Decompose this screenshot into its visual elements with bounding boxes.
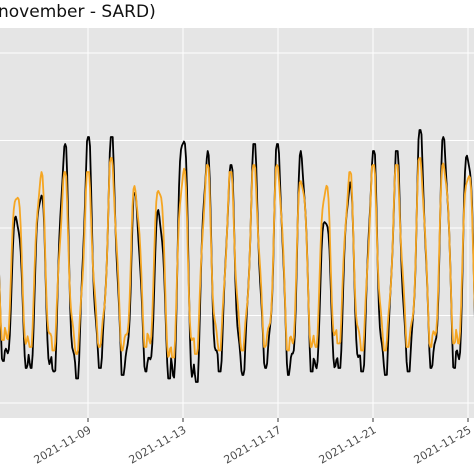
- x-axis-ticks: 2021-11-052021-11-092021-11-132021-11-17…: [32, 418, 474, 467]
- x-tick-label-3: 2021-11-17: [222, 423, 284, 466]
- x-tick-label-2: 2021-11-13: [127, 423, 189, 466]
- chart-title: november - SARD): [0, 2, 156, 22]
- plot-panel: [0, 28, 474, 418]
- x-tick-label-1: 2021-11-09: [32, 423, 94, 466]
- x-tick-label-5: 2021-11-25: [412, 423, 474, 466]
- x-tick-label-4: 2021-11-21: [317, 423, 379, 466]
- series-line-orange: [0, 157, 474, 359]
- series-lines: [0, 129, 474, 383]
- grid-lines: [0, 28, 474, 418]
- series-line-black: [0, 129, 474, 383]
